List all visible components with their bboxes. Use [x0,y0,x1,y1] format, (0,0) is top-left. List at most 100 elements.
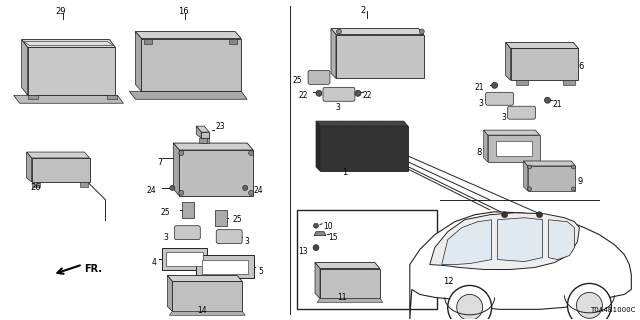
Text: 29: 29 [56,7,66,16]
Polygon shape [524,161,527,191]
Polygon shape [495,141,532,156]
Circle shape [572,165,575,169]
Polygon shape [548,220,575,260]
Text: 3: 3 [163,233,168,242]
Polygon shape [28,95,38,99]
Polygon shape [129,91,247,99]
Bar [516,80,527,85]
Polygon shape [196,126,209,132]
Text: 25: 25 [161,208,170,217]
Text: 21: 21 [474,83,484,92]
Polygon shape [320,126,408,171]
Bar [31,182,40,187]
Circle shape [448,285,492,320]
Circle shape [249,150,253,156]
Polygon shape [331,28,424,35]
Polygon shape [24,42,113,45]
Text: 10: 10 [323,222,333,231]
Bar [166,252,204,266]
Text: 3: 3 [502,113,507,122]
Bar [297,210,436,309]
Polygon shape [488,135,540,162]
Polygon shape [196,126,201,138]
Text: 15: 15 [328,233,338,242]
Text: 16: 16 [179,7,189,16]
Text: 6: 6 [579,62,584,71]
Circle shape [179,150,184,156]
FancyBboxPatch shape [216,230,242,244]
Circle shape [313,244,319,251]
Bar [182,202,195,218]
Text: 22: 22 [298,91,308,100]
Polygon shape [179,150,253,196]
Circle shape [527,187,532,191]
FancyBboxPatch shape [174,226,200,240]
Polygon shape [331,28,336,78]
Bar [79,182,88,187]
Polygon shape [13,95,124,103]
FancyBboxPatch shape [508,106,536,119]
Circle shape [314,223,319,228]
Text: 23: 23 [215,122,225,131]
Text: 3: 3 [244,237,249,246]
Polygon shape [173,143,253,150]
Polygon shape [173,143,179,196]
Polygon shape [201,132,209,138]
Circle shape [243,185,248,190]
Polygon shape [136,32,141,91]
Circle shape [249,190,253,195]
Text: FR.: FR. [84,264,102,274]
Polygon shape [108,95,118,99]
Polygon shape [170,311,245,315]
Polygon shape [484,130,540,135]
Bar [196,255,254,278]
Polygon shape [316,121,320,171]
Text: 3: 3 [479,99,484,108]
Text: 7: 7 [157,158,163,167]
Polygon shape [320,268,380,298]
Circle shape [170,185,175,190]
Polygon shape [498,218,543,261]
Text: 11: 11 [337,293,347,302]
Bar [215,210,227,226]
Polygon shape [410,212,631,319]
Bar [202,260,248,274]
Polygon shape [136,32,241,38]
Bar [201,138,209,143]
Polygon shape [506,43,579,49]
Circle shape [457,294,483,320]
FancyBboxPatch shape [308,70,330,84]
Text: 4: 4 [152,258,156,267]
Text: 1: 1 [342,168,348,177]
Circle shape [337,29,342,34]
Circle shape [419,29,424,34]
Polygon shape [336,35,424,78]
Circle shape [545,97,550,103]
Polygon shape [315,262,320,298]
Text: 14: 14 [198,306,207,316]
Text: 2: 2 [360,6,365,15]
Polygon shape [229,38,237,44]
Text: 12: 12 [443,277,453,286]
Polygon shape [22,40,28,95]
Polygon shape [527,166,575,191]
Circle shape [577,292,602,318]
Text: 26: 26 [31,183,41,192]
Polygon shape [314,232,326,236]
Text: 3: 3 [335,103,340,112]
Circle shape [536,212,543,218]
Text: 24: 24 [147,186,156,195]
Text: 25: 25 [292,76,302,85]
Polygon shape [145,38,152,44]
Polygon shape [27,152,31,182]
Text: 21: 21 [552,100,562,109]
FancyBboxPatch shape [323,87,355,101]
Text: 13: 13 [298,247,308,256]
Polygon shape [31,158,90,182]
Bar [163,248,207,269]
Circle shape [572,187,575,191]
Bar [199,138,207,143]
Polygon shape [167,276,172,311]
FancyBboxPatch shape [486,92,513,105]
Circle shape [502,212,508,218]
